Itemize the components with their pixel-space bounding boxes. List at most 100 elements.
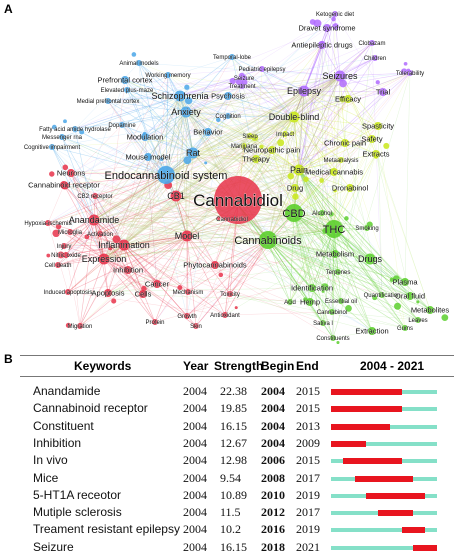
year-cell: 2004 [183, 384, 207, 398]
network-edge [309, 301, 406, 329]
network-edge [227, 95, 334, 339]
network-edge [61, 136, 95, 221]
network-edge [293, 212, 339, 273]
network-edge [70, 172, 105, 260]
network-edge [63, 245, 216, 266]
year-cell: 2004 [183, 539, 207, 554]
network-edge [165, 95, 181, 176]
network-edge [298, 169, 431, 311]
network-edge [255, 158, 406, 329]
network-minor-node [321, 289, 325, 293]
network-node-label: Temporal-lobe [213, 55, 252, 61]
network-edge [126, 89, 181, 97]
network-edge [63, 142, 346, 247]
begin-cell: 2004 [261, 435, 285, 450]
network-edge [243, 72, 411, 147]
network-node [372, 150, 380, 158]
network-edge [124, 79, 187, 113]
network-edge [51, 146, 226, 316]
network-minor-node [218, 272, 224, 278]
network-edge [165, 174, 406, 283]
network-node-label: Rat [186, 148, 201, 158]
network-edge [127, 269, 226, 316]
network-edge [57, 258, 105, 266]
header-rule [20, 376, 454, 377]
network-edge [93, 219, 335, 230]
year-cell: 2004 [183, 522, 207, 537]
network-edge [103, 174, 167, 260]
network-edge [107, 244, 125, 294]
network-edge [74, 128, 339, 273]
network-edge [61, 136, 167, 176]
network-edge [293, 44, 323, 118]
network-minor-node [416, 300, 420, 304]
network-edge [303, 44, 323, 92]
network-edge [127, 195, 177, 271]
network-edge [175, 195, 216, 266]
network-edge [167, 68, 263, 76]
network-edge [303, 75, 341, 92]
network-edge [243, 145, 300, 171]
network-edge [229, 75, 341, 295]
network-minor-node [345, 305, 352, 312]
network-edge [231, 56, 411, 297]
network-edge [124, 79, 181, 97]
network-node [291, 184, 299, 192]
network-edge [192, 152, 257, 160]
network-edge [339, 75, 346, 144]
network-edge [175, 195, 269, 241]
network-edge [126, 89, 167, 176]
network-edge [298, 169, 406, 283]
network-edge [322, 153, 377, 324]
burst-segment [401, 527, 426, 534]
network-edge [333, 228, 373, 332]
network-node-label: Treatment [228, 84, 255, 90]
network-edge [231, 56, 251, 137]
network-minor-node [259, 144, 264, 150]
year-cell: 2004 [183, 401, 207, 416]
end-cell: 2015 [296, 453, 320, 468]
network-edge [123, 235, 188, 246]
network-edge [207, 131, 245, 147]
network-node-label: Growth [177, 314, 196, 320]
network-node [180, 106, 192, 118]
network-node [247, 133, 253, 139]
network-minor-node [277, 139, 285, 147]
network-edge [267, 169, 300, 241]
network-edge [61, 124, 123, 138]
network-node [88, 214, 100, 226]
network-edge [186, 239, 269, 317]
network-edge [93, 219, 158, 285]
network-node [204, 128, 212, 136]
network-edge [267, 171, 335, 241]
network-edge [179, 68, 263, 97]
network-node [330, 168, 338, 176]
network-edge [99, 195, 177, 235]
network-edge [179, 85, 243, 97]
network-edge [229, 125, 379, 295]
network-node-label: Inflammation [98, 240, 150, 250]
network-edge [267, 187, 296, 241]
network-node-label: Therapy [242, 155, 270, 164]
network-edge [69, 231, 324, 324]
network-edge [93, 116, 295, 221]
network-node [259, 231, 277, 249]
network-edge [237, 44, 323, 201]
network-edge [241, 85, 295, 214]
network-edge [298, 138, 373, 171]
network-minor-node [287, 172, 294, 180]
network-edge [293, 116, 335, 173]
network-edge [165, 75, 341, 176]
burst-segment [366, 492, 426, 499]
network-edge [175, 77, 245, 197]
network-node [170, 190, 182, 202]
network-node [241, 143, 247, 149]
network-edge [47, 158, 257, 224]
network-edge [51, 115, 229, 148]
burst-timeline [331, 492, 437, 499]
network-minor-node [183, 156, 192, 165]
network-edge [227, 91, 384, 117]
network-node [334, 70, 346, 82]
network-edge [175, 195, 188, 237]
network-node-label: Sativa l [313, 321, 333, 327]
